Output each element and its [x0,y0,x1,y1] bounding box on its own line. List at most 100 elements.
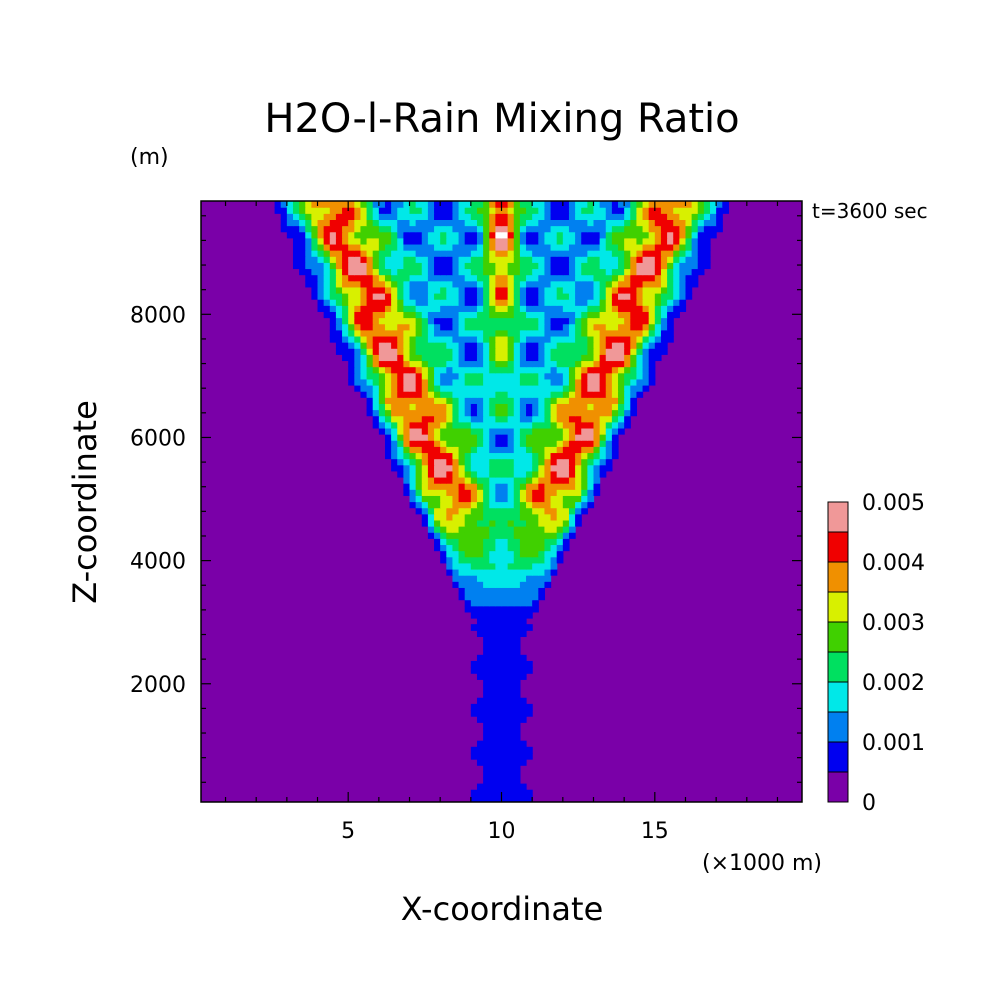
field-cell [476,532,484,539]
field-cell [550,489,558,496]
field-cell [519,599,527,607]
field-cell [348,299,355,306]
field-cell [421,421,429,429]
field-cell [501,219,509,227]
field-cell [532,311,539,319]
field-cell [354,311,362,319]
field-cell [458,360,466,368]
field-cell [526,611,533,619]
field-cell [366,409,374,417]
field-cell [605,299,613,306]
field-cell [513,397,521,404]
field-cell [575,446,582,454]
field-cell [532,280,539,288]
field-cell [489,262,496,270]
field-cell [618,329,625,337]
field-cell [458,458,466,466]
field-cell [372,262,380,270]
field-cell [495,225,503,233]
field-cell [630,311,638,319]
field-cell [421,225,429,233]
field-cell [636,329,644,337]
field-cell [691,274,699,282]
field-cell [532,335,539,343]
field-cell [673,250,680,257]
field-cell [335,207,343,214]
field-cell [483,642,490,650]
field-cell [624,213,631,220]
field-cell [562,311,570,319]
field-cell [311,201,319,208]
field-cell [501,691,509,699]
field-cell [544,403,552,411]
field-cell [415,501,423,509]
field-cell [409,360,417,368]
field-cell [489,348,496,355]
field-cell [507,415,515,423]
field-cell [581,335,588,343]
field-cell [618,280,625,288]
field-cell [489,458,496,466]
field-cell [507,630,515,638]
field-cell [513,415,521,423]
field-cell [458,403,466,411]
field-cell [556,403,564,411]
field-cell [526,703,533,711]
field-cell [329,213,337,220]
colorbar-swatch [827,531,849,563]
field-cell [538,593,546,601]
field-cell [415,421,423,429]
field-cell [544,329,552,337]
field-cell [526,250,533,257]
field-cell [673,256,680,263]
field-cell [605,391,613,398]
field-cell [513,642,521,650]
field-cell [292,201,300,208]
field-cell [501,550,509,558]
field-cell [495,581,503,588]
field-cell [507,795,515,802]
field-cell [348,262,355,270]
field-cell [446,434,454,441]
field-cell [538,483,546,490]
field-cell [501,501,509,509]
field-cell [587,366,595,374]
field-cell [464,587,472,595]
field-cell [452,495,460,503]
field-cell [483,771,490,779]
field-cell [452,354,460,362]
field-cell [489,716,496,723]
field-cell [378,237,386,245]
field-cell [434,262,441,270]
field-cell [624,268,631,276]
field-cell [526,458,533,466]
field-cell [458,415,466,423]
field-cell [519,703,527,711]
field-cell [513,636,521,644]
field-cell [403,354,411,362]
field-cell [489,256,496,263]
field-cell [581,397,588,404]
field-cell [476,654,484,662]
field-cell [415,348,423,355]
field-cell [384,237,392,245]
field-cell [605,280,613,288]
field-cell [323,280,331,288]
field-cell [544,538,552,546]
field-cell [575,378,582,386]
field-cell [476,207,484,214]
field-cell [513,697,521,705]
field-cell [648,274,656,282]
field-cell [489,667,496,674]
field-cell [611,409,619,417]
field-cell [427,262,435,270]
field-cell [452,556,460,564]
field-cell [286,213,294,220]
field-cell [538,360,546,368]
field-cell [519,483,527,490]
field-cell [648,256,656,263]
field-cell [483,519,490,527]
field-cell [299,262,306,270]
field-cell [605,329,613,337]
field-cell [440,391,447,398]
